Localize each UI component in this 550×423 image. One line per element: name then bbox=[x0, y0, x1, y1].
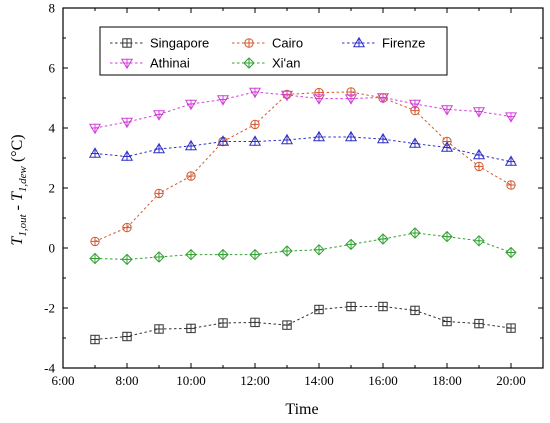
series-line-firenze bbox=[94, 136, 512, 163]
data-point-xi-an bbox=[313, 244, 325, 256]
series-athinai bbox=[88, 87, 518, 135]
legend-label-singapore: Singapore bbox=[150, 36, 209, 51]
data-point-xi-an bbox=[377, 233, 389, 245]
legend-box bbox=[99, 26, 448, 76]
y-tick-label: 6 bbox=[49, 61, 56, 76]
x-tick-label: 18:00 bbox=[432, 373, 462, 388]
series-firenze bbox=[88, 130, 518, 166]
y-axis-label: T1,out - T1,dew (°C) bbox=[9, 134, 29, 245]
data-point-xi-an bbox=[281, 245, 293, 257]
legend-entry-singapore: Singapore bbox=[110, 36, 209, 51]
data-point-xi-an bbox=[505, 246, 517, 259]
x-tick-label: 14:00 bbox=[304, 373, 334, 388]
y-tick-label: 2 bbox=[49, 181, 56, 196]
legend-label-xi-an: Xi'an bbox=[272, 56, 301, 71]
x-tick-label: 16:00 bbox=[368, 373, 398, 388]
data-point-xi-an bbox=[185, 248, 197, 261]
x-axis-label: Time bbox=[285, 401, 318, 418]
legend: Singapore Cairo Firenze Athinai Xi'an bbox=[99, 26, 448, 76]
y-tick-label: 4 bbox=[49, 121, 56, 136]
data-point-xi-an bbox=[473, 235, 485, 247]
data-point-xi-an bbox=[409, 227, 421, 239]
series-line-athinai bbox=[94, 91, 512, 129]
data-point-xi-an bbox=[217, 248, 229, 261]
x-tick-label: 12:00 bbox=[240, 373, 270, 388]
data-point-xi-an bbox=[121, 253, 133, 266]
legend-label-athinai: Athinai bbox=[150, 56, 190, 71]
axes: 6:00 8:00 10:00 12:00 14:00 16:00 18:00 20:00 -4… bbox=[44, 1, 544, 388]
legend-label-firenze: Firenze bbox=[382, 36, 425, 51]
y-tick-label: -4 bbox=[44, 361, 55, 376]
legend-entry-cairo: Cairo bbox=[232, 36, 303, 51]
series-line-cairo bbox=[94, 91, 512, 242]
data-point-xi-an bbox=[153, 251, 165, 263]
x-tick-label: 10:00 bbox=[176, 373, 206, 388]
legend-marker-xi-an bbox=[243, 57, 255, 69]
y-tick-label: -2 bbox=[44, 301, 55, 316]
legend-label-cairo: Cairo bbox=[272, 36, 303, 51]
x-tick-label: 20:00 bbox=[496, 373, 526, 388]
data-point-xi-an bbox=[249, 248, 261, 261]
x-tick-label: 8:00 bbox=[115, 373, 138, 388]
x-tick-label: 6:00 bbox=[51, 373, 74, 388]
series-singapore bbox=[90, 301, 516, 345]
legend-entry-athinai: Athinai bbox=[110, 56, 190, 71]
series-xi-an bbox=[89, 227, 517, 266]
series-layer bbox=[88, 87, 518, 345]
y-tick-label: 0 bbox=[49, 241, 56, 256]
legend-entry-firenze: Firenze bbox=[342, 36, 425, 51]
data-point-xi-an bbox=[441, 230, 453, 243]
y-tick-label: 8 bbox=[49, 1, 56, 16]
series-line-singapore bbox=[94, 306, 512, 340]
legend-entry-xi-an: Xi'an bbox=[232, 56, 301, 71]
data-point-xi-an bbox=[345, 238, 357, 251]
data-point-xi-an bbox=[89, 252, 101, 265]
